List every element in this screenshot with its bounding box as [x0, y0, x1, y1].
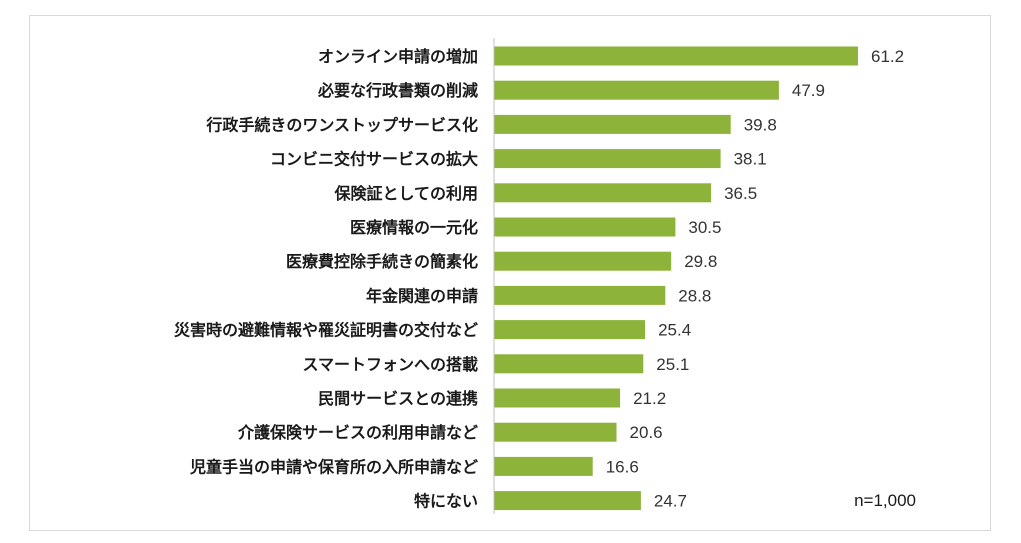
bars-group — [494, 46, 858, 511]
value-label-1: 61.2 — [871, 47, 904, 66]
chart-frame: オンライン申請の増加 必要な行政書類の削減行政手続きのワンストップサービス化コンビ… — [29, 15, 991, 531]
bar-13 — [494, 456, 593, 476]
value-label-12: 20.6 — [630, 423, 663, 442]
value-label-5: 36.5 — [724, 184, 757, 203]
bar-14 — [494, 491, 641, 511]
category-label-11: 民間サービスとの連携 — [318, 389, 478, 408]
bar-8 — [494, 285, 666, 305]
category-label-4: コンビニ交付サービスの拡大 — [270, 150, 478, 169]
category-label-10: スマートフォンへの搭載 — [302, 355, 478, 374]
category-label-1: オンライン申請の増加 — [318, 47, 478, 66]
value-label-6: 30.5 — [688, 218, 721, 237]
value-label-7: 29.8 — [684, 252, 717, 271]
value-label-4: 38.1 — [734, 150, 767, 169]
value-label-11: 21.2 — [633, 389, 666, 408]
bar-4 — [494, 149, 721, 169]
value-labels: 61.2 47.9 39.8 38.1 36.530.5 29.8 28.8 25.4 25.1… — [606, 47, 904, 511]
category-labels: オンライン申請の増加必要な行政書類の削減行政手続きのワンストップサービス化コンビ… — [174, 47, 478, 511]
bar-7 — [494, 251, 672, 271]
value-label-8: 28.8 — [678, 286, 711, 305]
category-label-2: 必要な行政書類の削減 — [317, 81, 478, 100]
category-label-14: 特にない — [414, 492, 478, 511]
bar-chart: オンライン申請の増加必要な行政書類の削減行政手続きのワンストップサービス化コンビ… — [174, 38, 916, 514]
bar-1 — [494, 46, 858, 66]
category-label-9: 災害時の避難情報や罹災証明書の交付など — [174, 321, 478, 340]
value-label-3: 39.8 — [744, 115, 777, 134]
category-label-8: 年金関連の申請 — [366, 286, 478, 305]
bar-2 — [494, 80, 779, 100]
value-label-2: 47.9 — [792, 81, 825, 100]
bar-9 — [494, 320, 646, 340]
sample-size-note: n=1,000 — [854, 491, 916, 510]
value-label-9: 25.4 — [658, 321, 691, 340]
category-label-5: 保険証としての利用 — [333, 184, 478, 203]
category-label-13: 児童手当の申請や保育所の入所申請など — [189, 457, 478, 476]
bar-11 — [494, 388, 621, 408]
value-label-10: 25.1 — [656, 355, 689, 374]
bar-5 — [494, 183, 712, 203]
category-label-7: 医療費控除手続きの簡素化 — [286, 252, 478, 271]
category-label-12: 介護保険サービスの利用申請など — [237, 423, 478, 442]
bar-3 — [494, 114, 731, 134]
bar-10 — [494, 354, 644, 374]
value-label-14: 24.7 — [654, 492, 687, 511]
bar-6 — [494, 217, 676, 237]
category-label-6: 医療情報の一元化 — [350, 218, 478, 237]
bar-12 — [494, 422, 617, 442]
category-label-3: 行政手続きのワンストップサービス化 — [205, 115, 478, 134]
value-label-13: 16.6 — [606, 457, 639, 476]
